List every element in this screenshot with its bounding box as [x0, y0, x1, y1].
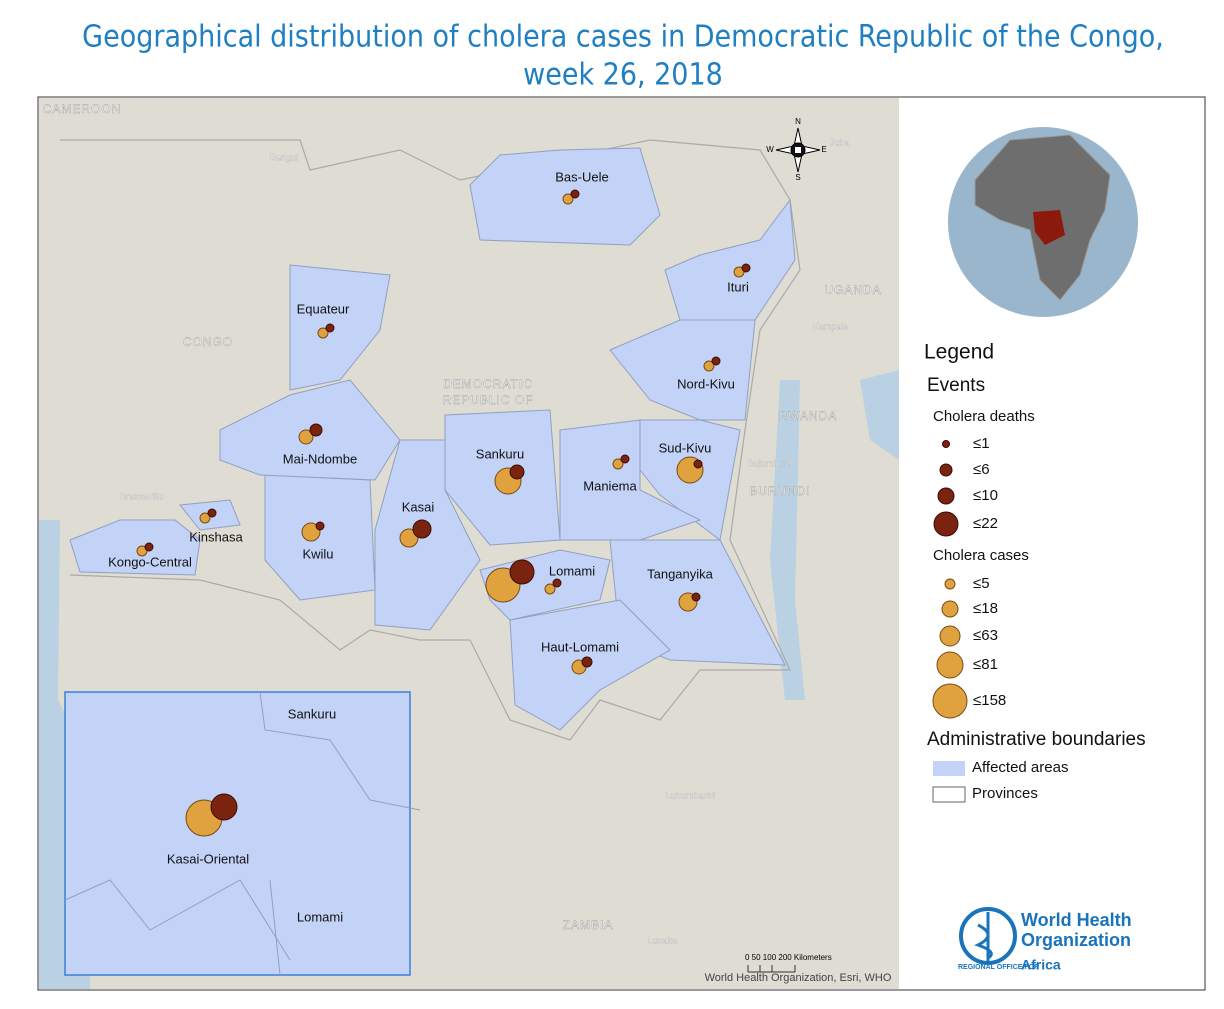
city-label: Bujumbura [748, 458, 792, 468]
country-label: BURUNDI [749, 484, 811, 498]
logo-text: World Health [1021, 910, 1132, 930]
map [39, 98, 899, 989]
legend-item: ≤81 [973, 656, 998, 673]
city-label: Lubumbashi [666, 790, 715, 800]
country-label: DEMOCRATIC [443, 377, 533, 391]
credits: World Health Organization, Esri, WHO [705, 972, 892, 984]
country-label: CAMEROON [43, 102, 122, 116]
legend-item: ≤158 [973, 692, 1006, 709]
province-label: Kasai [402, 499, 435, 514]
compass-letter: N [795, 117, 801, 126]
province-label: Lomami [549, 563, 595, 578]
legend [932, 127, 1138, 965]
legend-item: Provinces [972, 785, 1038, 802]
legend-item: ≤18 [973, 600, 998, 617]
legend-item: ≤1 [973, 435, 990, 452]
title: Geographical distribution of cholera cas… [82, 20, 1164, 55]
inset-label: Kasai-Oriental [167, 851, 249, 866]
logo-text: Organization [1021, 930, 1131, 950]
city-label: Kampala [813, 321, 849, 331]
province-label: Sankuru [476, 446, 524, 461]
title: week 26, 2018 [523, 58, 723, 93]
logo-africa: Africa [1021, 957, 1061, 973]
province-label: Nord-Kivu [677, 376, 735, 391]
inset-label: Sankuru [288, 706, 336, 721]
province-label: Kongo-Central [108, 554, 192, 569]
compass-letter: E [821, 145, 826, 154]
scale-bar: 0 50 100 200 Kilometers [745, 953, 832, 962]
province-label: Mai-Ndombe [283, 451, 357, 466]
legend-item: ≤6 [973, 461, 990, 478]
province-label: Bas-Uele [555, 169, 608, 184]
country-label: CONGO [183, 335, 233, 349]
country-label: RWANDA [779, 409, 838, 423]
province-label: Equateur [297, 301, 350, 316]
inset-label: Lomami [297, 909, 343, 924]
legend-heading: Administrative boundaries [927, 729, 1146, 750]
compass-letter: S [795, 173, 800, 182]
province-label: Kwilu [302, 546, 333, 561]
legend-heading: Events [927, 375, 985, 396]
legend-item: ≤22 [973, 515, 998, 532]
province-label: Kinshasa [189, 529, 243, 544]
city-label: Bangui [270, 152, 298, 162]
compass-letter: W [766, 145, 774, 154]
province-label: Maniema [583, 478, 637, 493]
city-label: Lusaka [648, 935, 677, 945]
legend-heading: Cholera cases [933, 547, 1029, 564]
province-label: Tanganyika [647, 566, 714, 581]
country-label: ZAMBIA [563, 918, 614, 932]
logo-region: REGIONAL OFFICE FOR [958, 964, 1039, 971]
province-label: Haut-Lomami [541, 639, 619, 654]
city-label: Brazzaville [120, 491, 164, 501]
legend-title: Legend [924, 341, 994, 364]
city-label: Juba [830, 137, 850, 147]
legend-item: ≤5 [973, 575, 990, 592]
legend-item: ≤10 [973, 487, 998, 504]
legend-item: ≤63 [973, 627, 998, 644]
province-label: Ituri [727, 279, 749, 294]
country-label: UGANDA [824, 283, 881, 297]
province-label: Sud-Kivu [659, 440, 712, 455]
legend-heading: Cholera deaths [933, 408, 1035, 425]
legend-item: Affected areas [972, 759, 1068, 776]
country-label: REPUBLIC OF [442, 393, 533, 407]
